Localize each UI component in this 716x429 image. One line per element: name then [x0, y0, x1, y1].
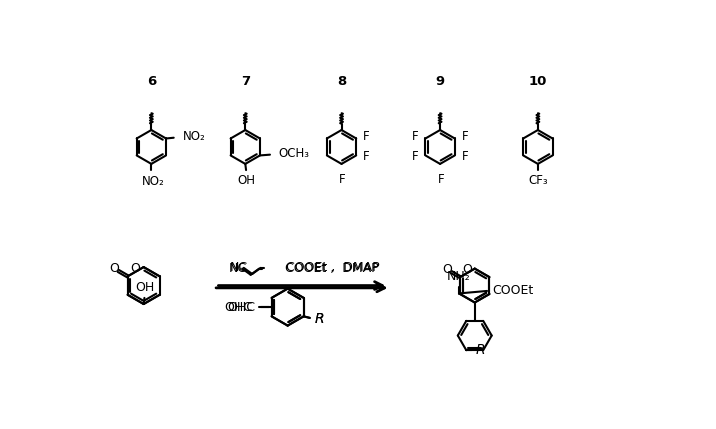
Text: OH: OH — [238, 174, 256, 187]
Text: 10: 10 — [528, 75, 547, 88]
Text: NO₂: NO₂ — [183, 130, 205, 143]
Text: OHC: OHC — [228, 301, 256, 314]
Text: CF₃: CF₃ — [529, 174, 548, 187]
Text: O: O — [110, 262, 120, 275]
Text: O: O — [130, 262, 140, 275]
Text: F: F — [339, 173, 346, 186]
Text: COOEt: COOEt — [493, 284, 533, 297]
Text: OHC: OHC — [224, 301, 252, 314]
Text: 7: 7 — [241, 75, 250, 88]
Text: COOEt ,  DMAP: COOEt , DMAP — [286, 262, 379, 275]
Text: NC: NC — [228, 262, 246, 275]
Text: O: O — [442, 263, 452, 276]
Text: COOEt ,  DMAP: COOEt , DMAP — [286, 261, 379, 275]
Text: 8: 8 — [337, 75, 346, 88]
Text: OH: OH — [135, 281, 155, 294]
Text: NO₂: NO₂ — [142, 175, 164, 187]
Text: NC: NC — [230, 261, 248, 275]
Text: R: R — [475, 343, 485, 357]
Text: F: F — [438, 173, 445, 186]
Text: F: F — [462, 151, 468, 163]
Text: F: F — [363, 130, 369, 143]
Text: F: F — [412, 130, 418, 143]
Text: O: O — [462, 263, 472, 276]
Text: 6: 6 — [147, 75, 156, 88]
Text: F: F — [363, 151, 369, 163]
Text: 9: 9 — [435, 75, 445, 88]
Text: F: F — [462, 130, 468, 143]
Text: R: R — [314, 312, 324, 326]
Text: F: F — [412, 151, 418, 163]
Text: R: R — [314, 312, 324, 326]
Text: NH₂: NH₂ — [447, 270, 470, 283]
Text: OCH₃: OCH₃ — [279, 148, 309, 160]
